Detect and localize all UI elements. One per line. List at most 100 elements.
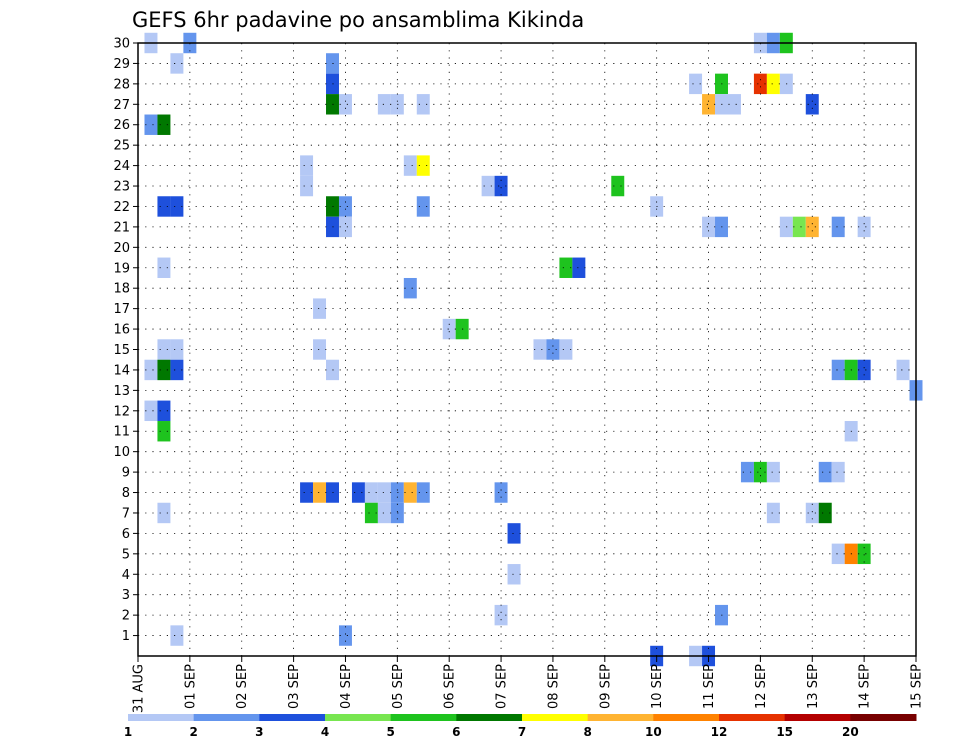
precip-cell xyxy=(507,523,521,544)
y-tick-label: 20 xyxy=(113,241,130,256)
y-tick-label: 21 xyxy=(113,220,130,235)
precip-cell xyxy=(857,216,871,238)
x-tick-label: 03 SEP xyxy=(287,664,302,709)
scale-swatch xyxy=(719,714,786,721)
y-axis: 1234567891011121314151617181920212223242… xyxy=(113,37,138,644)
scale-label: 15 xyxy=(776,725,793,739)
x-tick-label: 07 SEP xyxy=(495,664,510,709)
scale-label: 4 xyxy=(321,725,329,739)
y-tick-label: 11 xyxy=(113,425,130,440)
x-tick-label: 11 SEP xyxy=(702,664,717,709)
precip-cell xyxy=(377,502,391,524)
precip-cell xyxy=(403,277,417,299)
precip-cell xyxy=(766,502,780,524)
precip-cell xyxy=(507,564,521,585)
precip-cell xyxy=(805,216,819,238)
scale-swatch xyxy=(587,714,654,721)
y-tick-label: 29 xyxy=(113,57,130,72)
precip-cell xyxy=(702,94,716,115)
precip-cell xyxy=(403,482,417,503)
precip-cell xyxy=(831,216,845,238)
precip-cell xyxy=(338,216,352,238)
precip-cell xyxy=(818,461,832,483)
precip-cell xyxy=(416,196,430,217)
precip-cell xyxy=(170,339,184,360)
precip-cell xyxy=(753,73,767,95)
precip-cell xyxy=(170,53,184,74)
y-tick-label: 2 xyxy=(122,609,130,624)
precip-cell xyxy=(170,359,184,381)
precip-cell xyxy=(831,461,845,483)
precip-cell xyxy=(364,482,378,503)
precip-cell xyxy=(494,175,508,197)
scale-label: 10 xyxy=(645,725,662,739)
y-tick-label: 1 xyxy=(122,629,130,644)
precip-cell xyxy=(805,502,819,524)
precip-cell xyxy=(157,114,171,135)
precip-cell xyxy=(533,339,547,360)
x-tick-label: 15 SEP xyxy=(910,664,925,709)
scale-label: 12 xyxy=(711,725,728,739)
x-tick-label: 10 SEP xyxy=(650,664,665,709)
precip-cell xyxy=(338,625,352,646)
y-tick-label: 14 xyxy=(113,363,130,378)
precip-cell xyxy=(157,359,171,381)
precip-cell xyxy=(805,94,819,115)
x-tick-label: 01 SEP xyxy=(183,664,198,709)
precip-cell xyxy=(857,543,871,565)
y-tick-label: 16 xyxy=(113,323,130,338)
scale-label: 8 xyxy=(583,725,591,739)
y-tick-label: 4 xyxy=(122,568,130,583)
precip-cell xyxy=(559,257,573,278)
y-tick-label: 24 xyxy=(113,159,130,174)
y-tick-label: 12 xyxy=(113,404,130,419)
precip-cell xyxy=(896,359,910,381)
scale-swatch xyxy=(390,714,457,721)
y-tick-label: 10 xyxy=(113,445,130,460)
precip-cell xyxy=(144,114,158,135)
scale-swatch xyxy=(784,714,851,721)
scale-label: 20 xyxy=(842,725,859,739)
x-axis: 31 AUG 01 SEP 02 SEP 03 SEP 04 SEP 05 SEP 06 S… xyxy=(132,656,925,713)
x-tick-label: 04 SEP xyxy=(339,664,354,709)
precip-cell xyxy=(494,482,508,503)
precip-cell xyxy=(157,400,171,422)
precip-cell xyxy=(351,482,365,503)
y-tick-label: 8 xyxy=(122,486,130,501)
precip-cell xyxy=(572,257,586,278)
precip-cell xyxy=(727,94,741,115)
scale-swatch xyxy=(653,714,720,721)
y-tick-label: 17 xyxy=(113,302,130,317)
y-tick-label: 27 xyxy=(113,98,130,113)
precip-cell xyxy=(702,216,716,238)
scale-swatch xyxy=(522,714,589,721)
precip-cell xyxy=(403,155,417,176)
y-tick-label: 18 xyxy=(113,282,130,297)
grid-layer xyxy=(138,42,916,656)
scale-swatch xyxy=(259,714,326,721)
precip-cell xyxy=(689,73,703,95)
y-tick-label: 7 xyxy=(122,506,130,521)
precip-cell xyxy=(740,461,754,483)
precip-cell xyxy=(144,359,158,381)
scale-label: 5 xyxy=(386,725,394,739)
precip-cell xyxy=(300,175,314,197)
y-tick-label: 28 xyxy=(113,77,130,92)
precip-cell xyxy=(831,359,845,381)
precip-cell xyxy=(377,94,391,115)
precip-cell xyxy=(416,482,430,503)
precip-cell xyxy=(300,482,314,503)
precip-cell xyxy=(416,155,430,176)
precip-cell xyxy=(481,175,495,197)
x-tick-label: 12 SEP xyxy=(754,664,769,709)
scale-label: 2 xyxy=(189,725,197,739)
precip-cell xyxy=(792,216,806,238)
precip-cell xyxy=(157,257,171,278)
precip-cell xyxy=(170,625,184,646)
precip-cell xyxy=(416,94,430,115)
y-tick-label: 3 xyxy=(122,588,130,603)
precip-cell xyxy=(157,339,171,360)
precip-cell xyxy=(494,604,508,626)
chart-title: GEFS 6hr padavine po ansamblima Kikinda xyxy=(132,8,584,32)
precip-cell xyxy=(157,421,171,442)
